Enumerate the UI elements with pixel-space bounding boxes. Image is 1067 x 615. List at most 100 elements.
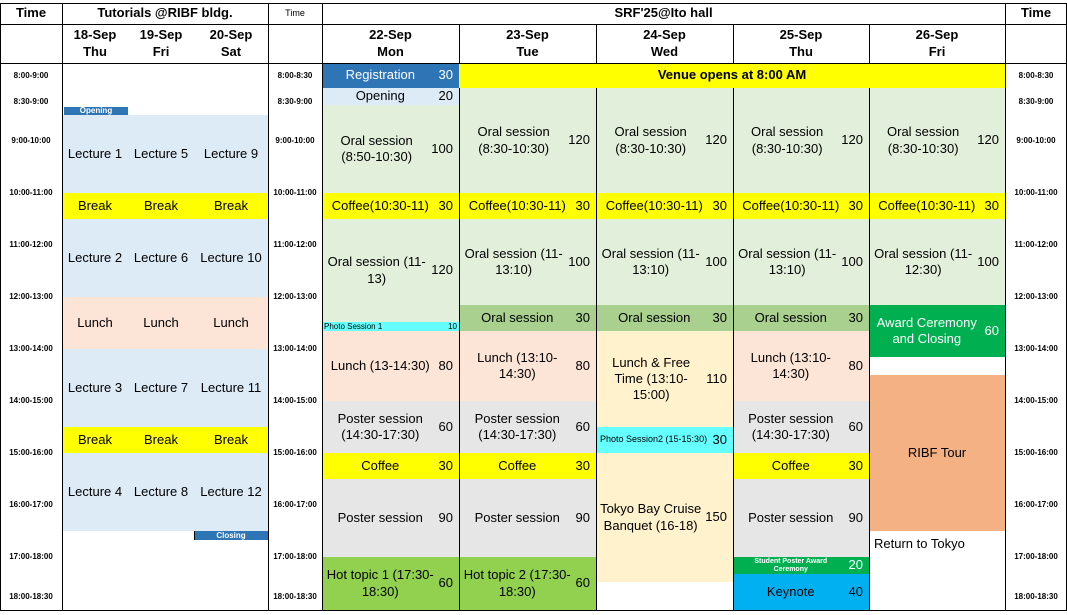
time-slot-left: 8:30-9:00 xyxy=(13,96,49,106)
day-name: Tue xyxy=(516,43,539,59)
lunch-cell: Lunch xyxy=(194,297,268,349)
grid-line xyxy=(322,3,323,611)
time-slot-mid: 8:30-9:00 xyxy=(277,96,313,106)
tue-coffee-2: Coffee 30 xyxy=(459,453,596,479)
thu-poster-session-2: Poster session 90 xyxy=(733,479,869,557)
time-header-right-label: Time xyxy=(1020,5,1052,21)
mon-coffee-1: Coffee(10:30-11) 30 xyxy=(322,193,459,219)
grid-line xyxy=(0,24,1067,25)
grid-line xyxy=(1005,3,1006,611)
mon-opening: Opening 20 xyxy=(322,88,459,105)
fri-oral-session-2: Oral session (11-12:30) 100 xyxy=(869,219,1005,305)
tue-oral-session-2: Oral session (11-13:10) 100 xyxy=(459,219,596,305)
day-date: 25-Sep xyxy=(779,27,823,43)
day-header-24sep: 24-Sep Wed xyxy=(596,24,733,63)
time-header-mid: Time xyxy=(268,3,322,24)
thu-oral-session-1: Oral session (8:30-10:30) 120 xyxy=(733,88,869,193)
time-slot-right: 16:00-17:00 xyxy=(1014,500,1058,509)
time-slot-mid: 9:00-10:00 xyxy=(275,136,315,145)
day-header-25sep: 25-Sep Thu xyxy=(733,24,869,63)
day-header-26sep: 26-Sep Fri xyxy=(869,24,1005,63)
grid-line xyxy=(62,3,63,611)
wed-cruise-banquet: Tokyo Bay Cruise Banquet (16-18) 150 xyxy=(596,453,733,582)
tutorials-title: Tutorials @RIBF bldg. xyxy=(62,3,268,24)
mon-coffee-2: Coffee 30 xyxy=(322,453,459,479)
time-slot-left: 17:00-18:00 xyxy=(9,552,53,561)
grid-line xyxy=(459,88,460,610)
tutorial-closing: Closing xyxy=(194,531,268,540)
time-slot-mid: 8:00-8:30 xyxy=(277,70,313,80)
day-date: 19-Sep xyxy=(139,27,183,43)
venue-opens-banner: Venue opens at 8:00 AM xyxy=(459,63,1005,88)
time-slot-right: 14:00-15:00 xyxy=(1014,396,1058,405)
wed-photo-session: Photo Session2 (15-15:30) 30 xyxy=(596,427,733,453)
wed-oral-session-3: Oral session 30 xyxy=(596,305,733,331)
day-name: Sat xyxy=(220,43,242,59)
time-slot-left: 12:00-13:00 xyxy=(9,292,53,301)
thu-coffee-2: Coffee 30 xyxy=(733,453,869,479)
lecture-cell: Lecture 7 xyxy=(128,349,194,427)
time-slot-left: 8:00-9:00 xyxy=(13,70,49,80)
break-cell: Break xyxy=(62,193,128,219)
thu-oral-session-2: Oral session (11-13:10) 100 xyxy=(733,219,869,305)
tue-oral-session-1: Oral session (8:30-10:30) 120 xyxy=(459,88,596,193)
grid-line xyxy=(733,24,734,63)
time-slot-right: 15:00-16:00 xyxy=(1014,448,1058,457)
thu-keynote: Keynote 40 xyxy=(733,574,869,610)
tue-poster-session-2: Poster session 90 xyxy=(459,479,596,557)
fri-ribf-tour: RIBF Tour xyxy=(869,375,1005,531)
day-name: Wed xyxy=(650,43,679,59)
fri-award-ceremony: Award Ceremony and Closing 60 xyxy=(869,305,1005,357)
time-slot-left: 11:00-12:00 xyxy=(9,240,53,249)
day-name: Mon xyxy=(377,43,404,59)
time-slot-left: 9:00-10:00 xyxy=(11,136,51,145)
thu-student-award: Student Poster Award Ceremony 20 xyxy=(733,557,869,574)
time-slot-mid: 16:00-17:00 xyxy=(273,500,317,509)
day-date: 23-Sep xyxy=(506,27,549,43)
grid-line xyxy=(869,88,870,610)
wed-oral-session-2: Oral session (11-13:10) 100 xyxy=(596,219,733,305)
fri-oral-session-1: Oral session (8:30-10:30) 120 xyxy=(869,88,1005,193)
grid-line xyxy=(869,24,870,63)
mon-lunch: Lunch (13-14:30) 80 xyxy=(322,331,459,401)
time-slot-left: 16:00-17:00 xyxy=(9,500,53,509)
tutorial-opening: Opening xyxy=(64,107,128,115)
time-slot-left: 14:00-15:00 xyxy=(9,396,53,405)
lecture-cell: Lecture 11 xyxy=(194,349,268,427)
time-slot-right: 12:00-13:00 xyxy=(1014,292,1058,301)
thu-oral-session-3: Oral session 30 xyxy=(733,305,869,331)
mon-registration: Registration 30 xyxy=(322,63,459,88)
day-date: 18-Sep xyxy=(73,27,117,43)
grid-line xyxy=(0,3,1067,4)
tutorials-title-label: Tutorials @RIBF bldg. xyxy=(97,5,233,21)
time-header-mid-label: Time xyxy=(285,7,305,18)
grid-line xyxy=(596,24,597,63)
grid-line xyxy=(268,3,269,611)
time-slot-mid: 18:00-18:30 xyxy=(273,591,317,601)
tue-oral-session-3: Oral session 30 xyxy=(459,305,596,331)
time-slot-mid: 14:00-15:00 xyxy=(273,396,317,405)
day-name: Fri xyxy=(152,43,170,59)
lecture-cell: Lecture 6 xyxy=(128,219,194,297)
day-header-18sep: 18-Sep Thu xyxy=(62,24,128,63)
grid-line xyxy=(194,531,195,540)
day-date: 22-Sep xyxy=(369,27,412,43)
day-header-22sep: 22-Sep Mon xyxy=(322,24,459,63)
thu-coffee-1: Coffee(10:30-11) 30 xyxy=(733,193,869,219)
lecture-cell: Lecture 5 xyxy=(128,115,194,193)
lunch-cell: Lunch xyxy=(128,297,194,349)
grid-line xyxy=(0,63,1067,64)
mon-oral-session-2: Oral session (11-13) 120 xyxy=(322,219,459,322)
mon-photo-session: Photo Session 1 10 xyxy=(322,322,459,331)
time-slot-right: 18:00-18:30 xyxy=(1014,591,1058,601)
lecture-cell: Lecture 8 xyxy=(128,453,194,531)
grid-line xyxy=(0,610,1067,611)
time-slot-right: 8:00-8:30 xyxy=(1018,70,1054,80)
tue-coffee-1: Coffee(10:30-11) 30 xyxy=(459,193,596,219)
lecture-cell: Lecture 2 xyxy=(62,219,128,297)
time-header-left-label: Time xyxy=(15,5,47,21)
day-header-19sep: 19-Sep Fri xyxy=(128,24,194,63)
grid-line xyxy=(0,3,1,611)
time-slot-right: 11:00-12:00 xyxy=(1014,240,1058,249)
